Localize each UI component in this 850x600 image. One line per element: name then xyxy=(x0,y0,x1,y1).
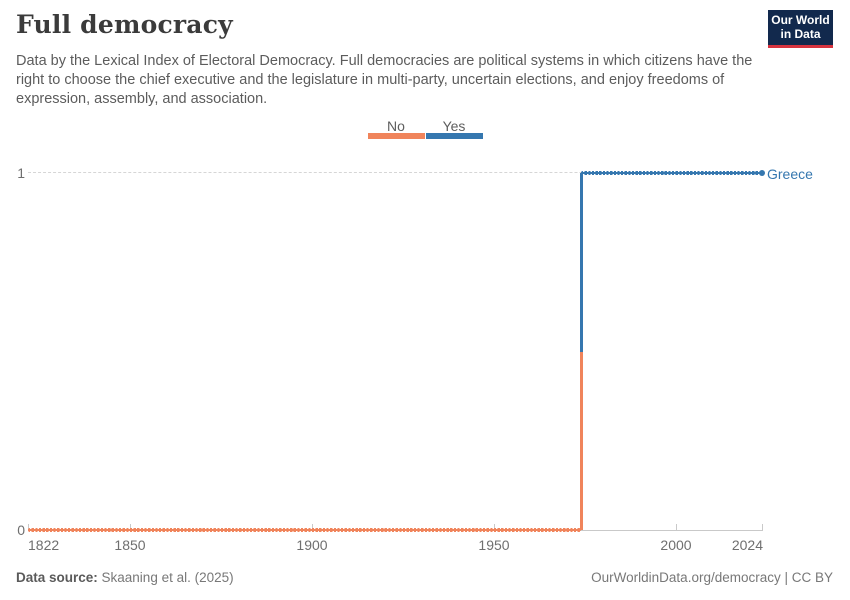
data-source-value: Skaaning et al. (2025) xyxy=(97,570,234,585)
x-axis-label-1950: 1950 xyxy=(478,537,510,553)
owid-logo-line2: in Data xyxy=(780,26,821,41)
entity-label-greece[interactable]: Greece xyxy=(767,166,813,182)
y-axis-label-0: 0 xyxy=(17,522,25,538)
x-axis-label-2000: 2000 xyxy=(660,537,692,553)
x-tick-2024 xyxy=(762,524,763,530)
series-segment-yes-horizontal[interactable] xyxy=(581,171,763,176)
owid-logo-line1: Our World xyxy=(771,13,830,27)
data-source-note: Data source: Skaaning et al. (2025) xyxy=(16,570,234,585)
x-tick-1850 xyxy=(130,524,131,530)
x-tick-2000 xyxy=(676,524,677,530)
owid-logo-red-bar xyxy=(768,45,833,48)
gridline-y1 xyxy=(28,172,763,173)
chart-subtitle: Data by the Lexical Index of Electoral D… xyxy=(16,53,753,107)
y-axis-label-1: 1 xyxy=(17,165,25,181)
x-axis-label-1850: 1850 xyxy=(114,537,146,553)
owid-logo: Our World in Data xyxy=(768,10,833,48)
series-segment-yes-vertical[interactable] xyxy=(579,173,583,352)
series-segment-no-horizontal[interactable] xyxy=(28,528,581,533)
legend-swatch-yes[interactable] xyxy=(426,133,483,139)
x-tick-1900 xyxy=(312,524,313,530)
x-tick-1950 xyxy=(494,524,495,530)
page-title: Full democracy xyxy=(16,10,233,39)
legend-swatch-no[interactable] xyxy=(368,133,425,139)
x-axis-label-1900: 1900 xyxy=(296,537,328,553)
x-axis-label-1822: 1822 xyxy=(28,537,60,553)
x-axis-label-2024: 2024 xyxy=(731,537,763,553)
credit-link[interactable]: OurWorldinData.org/democracy | CC BY xyxy=(591,570,833,585)
legend-item-yes[interactable]: Yes xyxy=(442,118,466,134)
series-end-marker xyxy=(759,170,765,176)
x-tick-1822 xyxy=(28,524,29,530)
series-segment-no-vertical[interactable] xyxy=(579,352,583,530)
legend-item-no[interactable]: No xyxy=(387,118,405,134)
data-source-label: Data source: xyxy=(16,570,98,585)
